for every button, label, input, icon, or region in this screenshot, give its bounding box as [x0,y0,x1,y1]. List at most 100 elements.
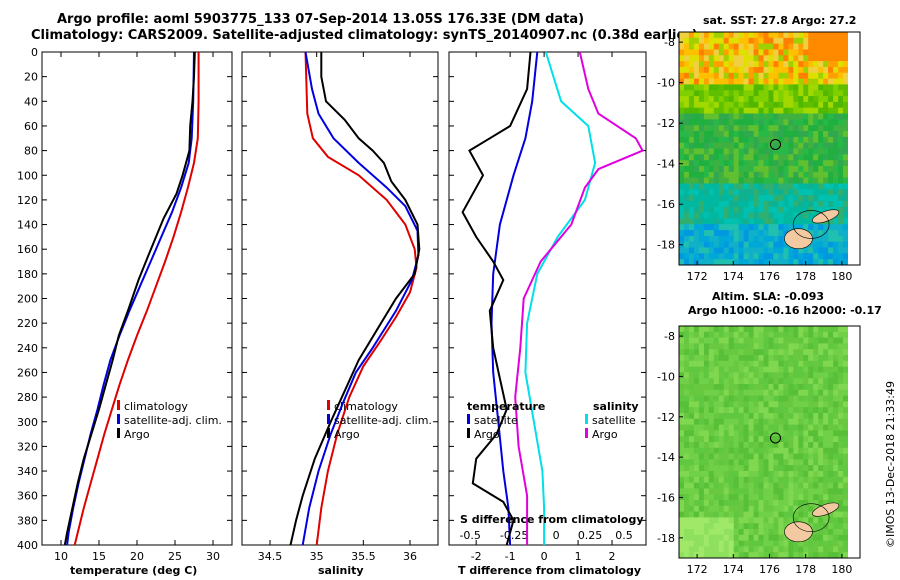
map-cell [733,372,740,379]
map-cell [698,84,705,91]
map-cell [798,101,804,109]
map-cell [783,125,789,132]
map-cell [783,372,789,379]
map-cell [693,517,700,524]
map-cell [803,343,809,350]
map-cell [688,534,695,542]
map-cell [688,49,695,56]
map-cell [843,160,849,167]
map-cell [823,96,829,103]
map-cell [788,148,794,155]
map-cell [793,72,799,80]
map-cell [823,488,829,495]
map-cell [763,96,769,103]
map-cell [708,418,715,426]
map-cell [743,253,750,260]
map-cell [733,125,740,132]
map-cell [684,459,690,466]
map-cell [733,166,740,173]
map-cell [688,401,695,408]
map-cell [793,78,799,85]
map-cell [748,90,755,97]
x-tick-label: 36 [403,550,417,563]
map-cell [773,212,779,219]
map-cell [803,389,809,397]
map-cell [758,253,764,260]
map-cell [713,131,720,138]
map-cell [723,500,730,507]
map-cell [828,148,834,155]
map-cell [733,418,740,426]
map-cell [783,424,789,431]
map-cell [718,200,725,208]
map-cell [688,166,695,173]
map-cell [783,453,789,460]
map-cell [753,84,760,91]
series-line-s-argo [514,51,645,545]
map-cell [823,171,829,179]
map-cell [708,436,715,443]
map-cell [778,349,784,356]
map-cell [823,230,829,237]
map-cell [738,72,745,80]
map-cell [713,206,720,214]
map-cell [833,366,839,373]
map-cell [743,136,750,144]
map-cell [688,471,695,478]
map-cell [728,517,735,524]
map-cell [833,349,839,356]
y-tick-label: 20 [24,71,38,84]
map-cell [718,43,725,50]
map-cell [718,534,725,542]
map-cell [708,447,715,455]
map-cell [688,177,695,184]
map-cell [693,366,700,373]
map-cell [703,500,710,507]
map-cell [773,430,779,437]
map-cell [823,166,829,173]
map-cell [818,366,824,373]
map-cell [733,552,740,559]
map-cell [733,84,740,91]
y-tick-label: 300 [17,416,38,429]
map-cell [733,259,740,266]
map-cell [723,331,730,339]
map-cell [788,72,794,80]
map-cell [803,218,809,225]
map-cell [818,488,824,495]
map-cell [698,337,705,344]
map-cell [723,183,730,190]
map-cell [713,343,720,350]
map-cell [723,96,730,103]
map-cell [723,459,730,466]
map-cell [773,154,779,161]
map-cell [753,360,760,368]
map-cell [823,326,829,333]
map-cell [743,337,750,344]
map-cell [788,84,794,91]
map-cell [783,183,789,190]
map-cell [728,366,735,373]
map-cell [758,96,764,103]
map-cell [808,113,814,120]
map-cell [763,212,769,219]
map-cell [748,523,755,530]
map-cell [688,453,695,460]
map-cell [688,500,695,507]
map-cell [768,407,774,414]
map-cell [713,189,720,196]
map-cell [788,430,794,437]
map-cell [788,253,794,260]
map-cell [733,476,740,484]
map-cell [688,442,695,449]
map-cell [733,505,740,513]
map-cell [793,355,799,362]
map-cell [693,511,700,518]
map-cell [773,253,779,260]
map-cell [823,235,829,243]
map-cell [718,366,725,373]
map-cell [713,171,720,179]
map-cell [803,142,809,149]
map-cell [773,337,779,344]
map-cell [728,96,735,103]
